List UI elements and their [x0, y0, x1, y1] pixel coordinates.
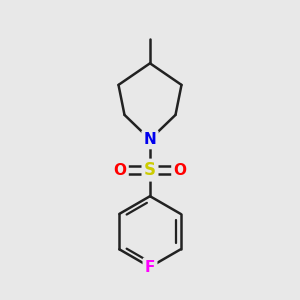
- Text: O: O: [173, 163, 187, 178]
- Text: S: S: [144, 161, 156, 179]
- Text: F: F: [145, 260, 155, 274]
- Text: O: O: [113, 163, 127, 178]
- Text: N: N: [144, 132, 156, 147]
